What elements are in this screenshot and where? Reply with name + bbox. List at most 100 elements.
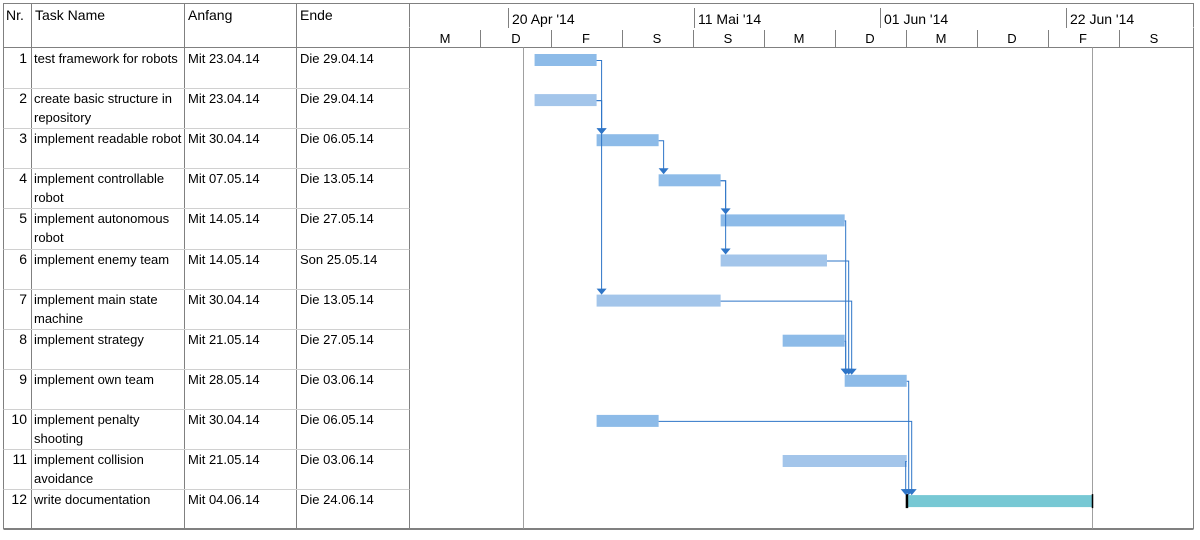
dependency-link [906,380,910,491]
task-end: Son 25.05.14 [300,252,378,267]
day-label: D [511,31,521,46]
bar-end-marker [1091,494,1094,509]
dependency-arrowhead [900,489,911,496]
task-end: Die 13.05.14 [300,292,374,307]
task-number: 5 [19,210,27,226]
dependency-link [720,300,853,370]
task-bar [720,254,827,267]
task-bar [596,294,721,307]
dependency-link [844,340,847,370]
task-start: Mit 23.04.14 [188,91,260,106]
task-bar [596,414,659,427]
day-label: M [439,31,451,46]
task-number: 9 [19,371,27,387]
task-number: 2 [19,90,27,106]
task-start: Mit 07.05.14 [188,171,260,186]
day-label: D [865,31,875,46]
task-bar [534,54,597,66]
dependency-link [720,180,727,210]
task-start: Mit 21.05.14 [188,332,260,347]
task-start: Mit 14.05.14 [188,211,260,226]
task-number: 7 [19,291,27,307]
task-end: Die 06.05.14 [300,412,374,427]
day-label: S [1149,31,1159,46]
task-end: Die 13.05.14 [300,171,374,186]
day-label: D [1007,31,1017,46]
task-bar [658,174,721,187]
task-name: write documentation [34,492,151,507]
week-label: 20 Apr '14 [512,11,575,27]
week-label: 22 Jun '14 [1070,11,1135,27]
task-start: Mit 23.04.14 [188,51,260,66]
day-label: M [935,31,947,46]
task-end: Die 06.05.14 [300,131,374,146]
task-bar [844,374,907,387]
task-start: Mit 30.04.14 [188,292,260,307]
task-start: Mit 30.04.14 [188,412,260,427]
task-name: implement autonomous robot [34,211,170,245]
dependency-link [596,60,603,130]
day-label: M [793,31,805,46]
dependency-link [658,140,665,170]
task-number: 8 [19,331,27,347]
col-header-task-name: Task Name [35,7,106,23]
day-label: S [723,31,733,46]
dependency-link [658,420,913,491]
day-label: S [652,31,662,46]
task-bar [596,134,659,147]
task-start: Mit 14.05.14 [188,252,260,267]
dependency-link [844,220,847,370]
task-end: Die 27.05.14 [300,211,374,226]
dependency-arrowhead [658,168,669,175]
task-table: Nr. Task Name Anfang Ende 1 test framewor… [0,0,410,535]
dependency-link [905,461,907,491]
task-name: implement controllable robot [34,171,165,205]
task-number: 11 [12,451,27,467]
task-name: implement strategy [34,332,144,347]
task-name: implement readable robot [34,131,182,146]
task-end: Die 24.06.14 [300,492,374,507]
dependency-link [596,100,603,130]
col-header-nr: Nr. [6,7,24,23]
task-bar [534,94,597,107]
task-end: Die 27.05.14 [300,332,374,347]
task-number: 4 [19,170,27,186]
chart-frame [3,3,1194,529]
task-number: 1 [19,50,27,66]
task-number: 6 [19,251,27,267]
dependency-arrowhead [720,248,731,255]
task-bar [782,334,845,347]
dependency-arrowhead [596,288,607,295]
task-start: Mit 21.05.14 [188,452,260,467]
task-name: implement enemy team [34,252,170,267]
dependency-arrowhead [840,368,851,375]
bar-start-marker [905,494,909,509]
task-name: implement collision avoidance [34,452,144,486]
day-label: F [1079,31,1087,46]
task-name: implement main state machine [34,292,158,326]
day-label: F [582,31,590,46]
task-name: create basic structure in repository [34,91,173,125]
week-label: 11 Mai '14 [698,11,762,27]
task-start: Mit 30.04.14 [188,131,260,146]
dependency-link [826,260,850,370]
task-number: 10 [11,411,27,427]
dependency-link [596,100,603,290]
col-header-start: Anfang [188,7,233,23]
task-end: Die 29.04.14 [300,51,374,66]
task-bar [782,455,907,467]
task-start: Mit 04.06.14 [188,492,260,507]
col-header-end: Ende [300,7,333,23]
task-end: Die 03.06.14 [300,452,374,467]
task-number: 12 [11,491,27,507]
task-number: 3 [19,130,27,146]
task-bar [906,495,1093,508]
task-end: Die 29.04.14 [300,91,374,106]
task-end: Die 03.06.14 [300,372,374,387]
dependency-link [720,180,727,250]
task-name: test framework for robots [34,51,178,66]
week-label: 01 Jun '14 [884,11,949,27]
task-name: implement own team [34,372,154,387]
